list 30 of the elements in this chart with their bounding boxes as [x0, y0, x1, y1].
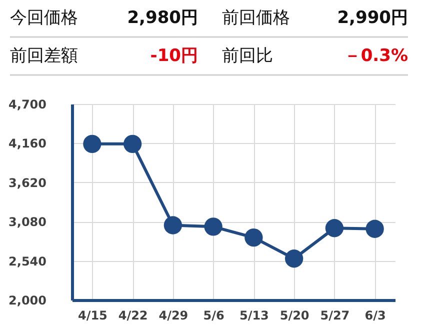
point [325, 219, 344, 238]
y-tick-label: 3,080 [8, 215, 46, 230]
text: 前回差額 [10, 46, 78, 66]
text: 今回価格 [10, 8, 78, 28]
text: 2,990円 [337, 8, 408, 28]
point [284, 250, 304, 268]
text: －0.3% [344, 46, 408, 66]
text: -10円 [150, 46, 198, 66]
text: 前回価格 [222, 8, 290, 28]
point [204, 218, 222, 236]
y-tick-label: 4,160 [8, 136, 46, 151]
point [164, 216, 182, 234]
x-tick-label: 5/6 [203, 308, 224, 322]
x-tick-label: 4/29 [158, 308, 188, 322]
y-tick-label: 3,620 [8, 176, 46, 190]
point [83, 134, 102, 153]
x-tick-label: 5/20 [280, 308, 310, 322]
x-tick-label: 6/3 [364, 308, 386, 322]
point [366, 220, 384, 238]
point [244, 228, 263, 247]
y-tick-label: 2,540 [8, 254, 46, 268]
x-tick-label: 5/13 [239, 308, 269, 322]
x-tick-label: 5/27 [320, 308, 350, 322]
point [123, 134, 142, 153]
text: 2,980円 [127, 8, 198, 28]
y-tick-label: 2,000 [8, 294, 46, 308]
x-tick-label: 4/22 [118, 308, 148, 322]
x-tick-label: 4/15 [78, 308, 108, 322]
text: 前回比 [222, 46, 273, 66]
y-tick-label: 4,700 [8, 98, 46, 112]
